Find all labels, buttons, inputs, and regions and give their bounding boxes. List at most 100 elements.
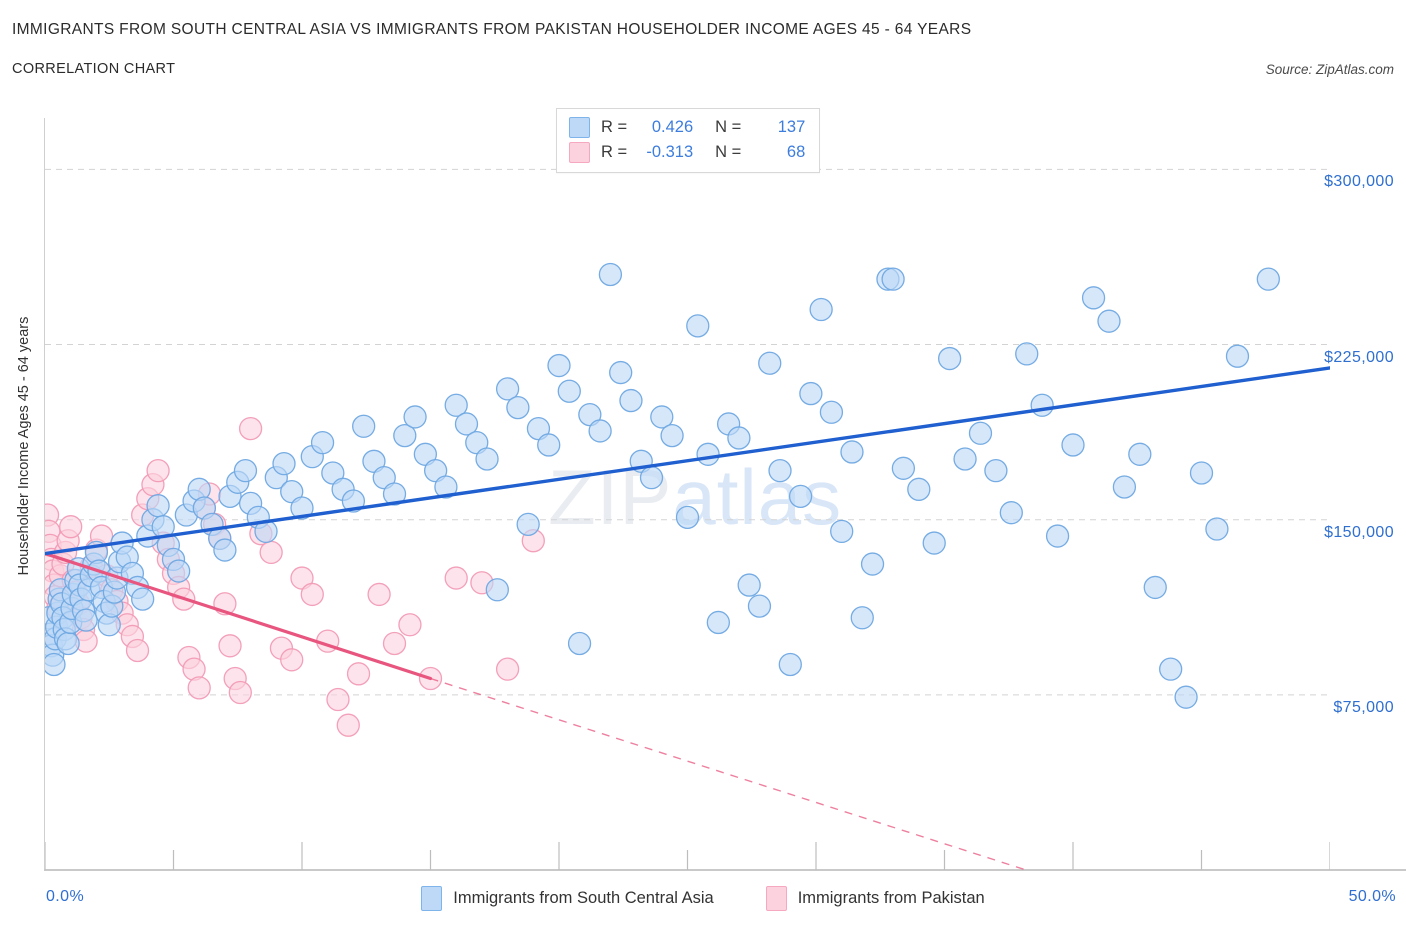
x-axis-ticks [45, 842, 1330, 870]
data-point [146, 458, 170, 483]
legend-swatch-blue [421, 886, 443, 911]
south-central-asia-trendline [45, 366, 1330, 556]
data-point [984, 458, 1008, 483]
data-point [495, 657, 520, 681]
data-point [272, 451, 296, 476]
correlation-stats-box: R = 0.426 N = 137 R = -0.313 N = 68 [556, 108, 821, 173]
data-point [228, 680, 252, 705]
data-point [907, 477, 931, 501]
y-axis-line [44, 118, 45, 870]
y-tick-label-225: $225,000 [1324, 348, 1394, 366]
y-axis-title: Householder Income Ages 45 - 64 years [16, 316, 32, 576]
stats-n-value-pink: 68 [786, 143, 806, 161]
data-point [557, 379, 581, 403]
data-point [300, 582, 324, 607]
data-point [768, 458, 792, 483]
stats-r-value-pink: -0.313 [646, 143, 694, 161]
data-point [495, 377, 520, 401]
data-point [696, 442, 720, 466]
page-subtitle: CORRELATION CHART [12, 61, 176, 77]
x-axis-line [44, 869, 1406, 871]
y-tick-label-75: $75,000 [1333, 698, 1394, 716]
data-point [809, 297, 833, 322]
data-point [146, 494, 170, 518]
legend-swatch-pink [765, 886, 787, 911]
data-point [686, 314, 710, 338]
stats-swatch-blue [569, 117, 590, 138]
stats-row-pakistan: R = -0.313 N = 68 [569, 140, 805, 165]
data-point [74, 608, 98, 632]
pakistan-trendline-dashed [430, 677, 1029, 870]
data-point [598, 262, 623, 287]
data-point [259, 540, 283, 565]
data-point [56, 631, 80, 656]
data-point [547, 353, 571, 378]
data-point [1112, 475, 1137, 499]
data-point [937, 346, 962, 371]
stats-r-key-pink: R = [601, 143, 628, 161]
stats-n-key-pink: N = [715, 143, 742, 161]
data-point [537, 433, 561, 457]
y-tick-label-300: $300,000 [1324, 173, 1394, 191]
data-point [860, 552, 885, 576]
data-point [187, 676, 211, 700]
data-point [475, 447, 499, 471]
data-point [1143, 575, 1167, 600]
plot-area [45, 118, 1330, 870]
data-point [639, 465, 664, 490]
data-point [1159, 657, 1183, 681]
stats-r-key-blue: R = [601, 118, 628, 136]
legend-item-pakistan[interactable]: Immigrants from Pakistan [765, 886, 985, 911]
data-point [891, 456, 916, 480]
data-point [326, 687, 350, 712]
data-point [238, 416, 263, 441]
data-point [352, 414, 376, 438]
legend-label-pakistan: Immigrants from Pakistan [797, 889, 985, 907]
data-point [747, 594, 772, 618]
page-title: IMMIGRANTS FROM SOUTH CENTRAL ASIA VS IM… [12, 21, 972, 38]
data-point [280, 648, 304, 672]
data-point [758, 351, 782, 375]
data-point [233, 458, 258, 483]
data-point [1225, 344, 1250, 368]
stats-r-value-blue: 0.426 [651, 118, 694, 136]
data-point [968, 421, 993, 445]
data-point [454, 412, 479, 436]
y-tick-label-150: $150,000 [1324, 523, 1394, 541]
data-point [1030, 393, 1054, 417]
data-point [788, 484, 813, 508]
stats-n-key-blue: N = [715, 118, 742, 136]
stats-row-south-central-asia: R = 0.426 N = 137 [569, 115, 805, 140]
data-point [567, 631, 592, 656]
data-point [434, 475, 458, 499]
legend-item-south-central-asia[interactable]: Immigrants from South Central Asia [421, 886, 714, 911]
stats-n-value-blue: 137 [777, 118, 806, 136]
bottom-legend: Immigrants from South Central Asia Immig… [0, 886, 1406, 911]
data-point [403, 405, 427, 429]
data-point [218, 634, 242, 658]
south-central-asia-points-group [45, 262, 1280, 709]
data-point [840, 440, 864, 464]
data-point [290, 496, 314, 520]
data-point [588, 419, 612, 443]
data-point [382, 482, 407, 506]
data-point [830, 519, 854, 544]
data-point [444, 566, 468, 590]
data-point [1061, 433, 1085, 457]
x-axis-max-label: 50.0% [1348, 888, 1396, 905]
data-point [444, 393, 468, 417]
data-point [213, 538, 237, 562]
data-point [778, 652, 802, 677]
data-point [336, 713, 360, 737]
data-point [59, 515, 83, 539]
data-point [999, 501, 1023, 525]
data-point [1174, 685, 1198, 709]
data-point [393, 423, 417, 448]
data-point [1081, 286, 1106, 310]
x-axis-min-label: 0.0% [46, 888, 85, 905]
data-point [485, 578, 509, 602]
data-point [131, 587, 155, 611]
data-point [660, 423, 684, 448]
data-point [398, 613, 422, 637]
